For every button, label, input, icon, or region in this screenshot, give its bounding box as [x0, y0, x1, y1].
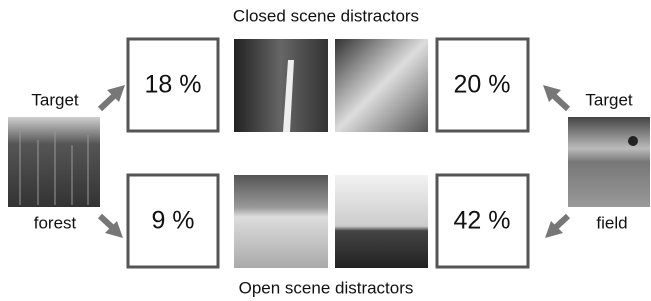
left-target-name: forest	[34, 213, 77, 232]
field-tree	[628, 136, 638, 146]
desert-image	[234, 175, 328, 268]
bottom-label: Open scene distractors	[239, 278, 414, 297]
right-target-label: Target	[585, 90, 633, 109]
result-value: 20 %	[454, 71, 511, 99]
forest-image	[8, 117, 100, 207]
sea-image	[335, 175, 428, 268]
left-target-label: Target	[31, 90, 79, 109]
waterfall-image	[234, 39, 328, 132]
coast-image	[335, 39, 428, 132]
top-label: Closed scene distractors	[233, 6, 419, 25]
right-target-name: field	[596, 213, 627, 232]
result-value: 42 %	[454, 207, 511, 235]
result-value: 18 %	[145, 71, 202, 99]
field-image	[568, 117, 650, 207]
diagram: Closed scene distractors Open scene dist…	[0, 0, 651, 301]
result-value: 9 %	[151, 207, 194, 235]
